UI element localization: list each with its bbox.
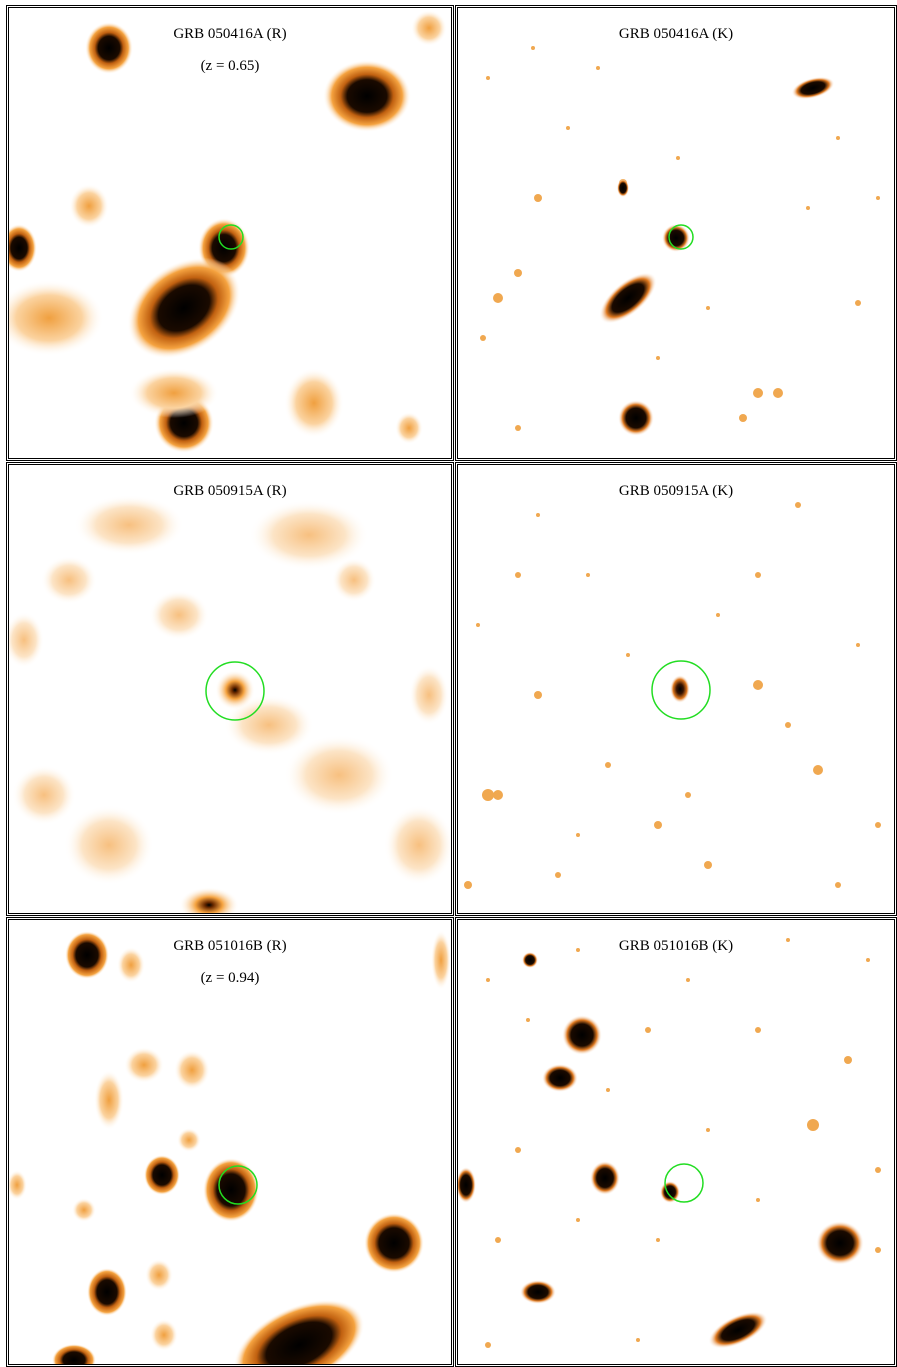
galaxy [117,947,145,983]
galaxy [9,224,37,272]
galaxy [660,1181,680,1203]
galaxy [144,1155,180,1195]
galaxy [618,400,654,436]
redshift-label: (z = 0.94) [200,970,260,986]
sky-image [480,46,880,436]
galaxy [599,272,657,324]
galaxy [816,1221,864,1265]
galaxy [233,1299,365,1364]
galaxy [708,1311,768,1349]
panel-title: GRB 051016B (R) [173,938,287,954]
grb-position-circle [668,224,694,250]
galaxy [458,1167,476,1203]
image-panel-050915a-r: GRB 050915A (R) [6,462,454,916]
panel-title: GRB 050915A (K) [618,483,734,499]
galaxy [411,10,447,46]
grb-position-circle [651,660,711,720]
galaxy [72,1198,96,1222]
galaxy [124,1047,164,1083]
sky-image [464,502,881,889]
galaxy [617,179,629,197]
galaxy [174,1050,210,1090]
galaxy [150,1319,178,1351]
image-panel-050416a-r: GRB 050416A (R) (z = 0.65) [6,5,454,461]
galaxy [85,22,133,74]
galaxy [94,1070,124,1130]
galaxy [522,952,538,968]
galaxy [9,1170,27,1200]
galaxy [662,224,690,252]
galaxy [284,368,344,438]
galaxy [364,1213,424,1273]
grb-position-circle [218,224,244,250]
galaxy [323,60,411,132]
redshift-label: (z = 0.65) [200,58,260,74]
galaxy [542,1064,578,1092]
galaxy [127,257,241,359]
image-panel-050416a-k: GRB 050416A (K) [455,5,897,461]
galaxy [395,412,423,444]
panel-title: GRB 051016B (K) [618,938,734,954]
galaxy [562,1015,602,1055]
panel-title: GRB 050915A (R) [173,483,287,499]
galaxy [177,1128,201,1152]
sky-image [9,495,451,913]
galaxy [65,931,109,979]
galaxy [520,1280,556,1304]
panel-title: GRB 050416A (K) [618,26,734,42]
galaxy [203,1158,259,1222]
galaxy [431,930,451,990]
image-panel-051016b-k: GRB 051016B (K) [455,917,897,1367]
galaxy [69,184,109,228]
galaxy [791,76,835,100]
grb-position-circle [205,661,265,721]
galaxy [590,1161,620,1195]
sky-image [9,930,451,1364]
grb-position-circle [218,1165,258,1205]
galaxy [87,1268,127,1316]
grb-position-circle [664,1163,704,1203]
galaxy [145,1259,173,1291]
galaxy [52,1344,96,1364]
galaxy [9,280,104,356]
host-galaxy [215,670,255,710]
panel-title: GRB 050416A (R) [173,26,287,42]
sky-image [458,938,881,1349]
galaxy [129,368,219,418]
host-galaxy [670,675,690,703]
image-panel-050915a-k: GRB 050915A (K) [455,462,897,916]
image-panel-051016b-r: GRB 051016B (R) (z = 0.94) [6,917,454,1367]
sky-image [9,10,447,453]
